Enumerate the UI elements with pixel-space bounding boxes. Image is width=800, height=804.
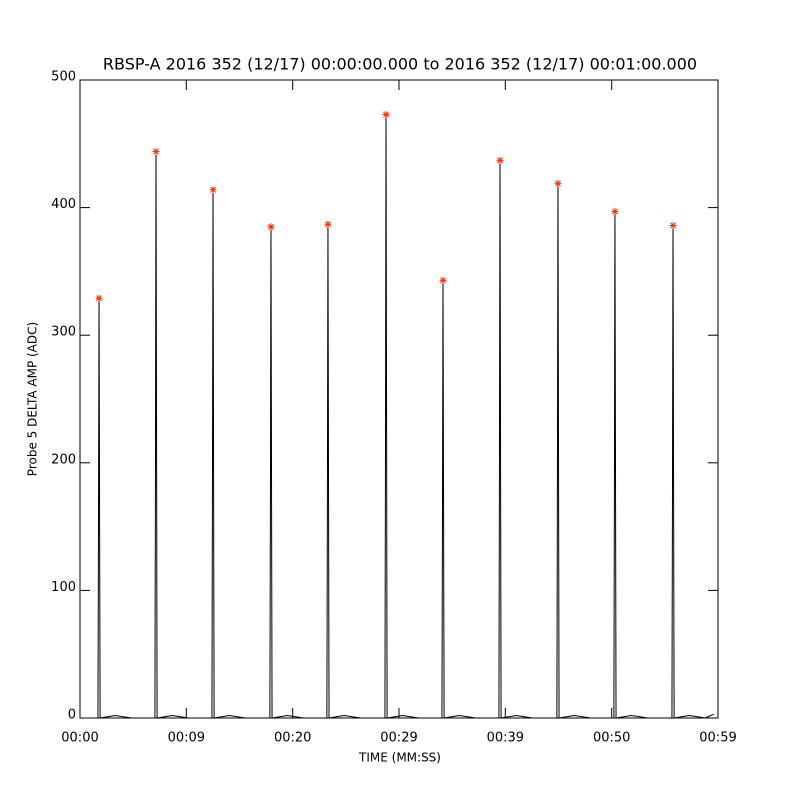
- peak-marker: [382, 110, 390, 118]
- x-tick-label: 00:39: [487, 731, 524, 746]
- data-line: [80, 114, 714, 719]
- y-tick-label: 400: [51, 197, 76, 212]
- y-tick-label: 100: [51, 580, 76, 595]
- x-tick-label: 00:59: [699, 731, 736, 746]
- peak-marker: [496, 156, 504, 164]
- peak-marker: [554, 179, 562, 187]
- peak-marker: [669, 221, 677, 229]
- x-tick-label: 00:00: [61, 731, 98, 746]
- x-tick-label: 00:20: [274, 731, 311, 746]
- y-tick-label: 0: [68, 708, 76, 723]
- y-axis-label: Probe 5 DELTA AMP (ADC): [26, 322, 40, 476]
- y-tick-label: 300: [51, 325, 76, 340]
- peak-marker: [95, 294, 103, 302]
- x-axis-label: TIME (MM:SS): [358, 751, 441, 765]
- y-tick-label: 200: [51, 452, 76, 467]
- x-tick-label: 00:50: [593, 731, 630, 746]
- y-tick-label: 500: [51, 70, 76, 85]
- chart-title: RBSP-A 2016 352 (12/17) 00:00:00.000 to …: [103, 55, 697, 74]
- peak-marker: [152, 147, 160, 155]
- peak-marker: [324, 220, 332, 228]
- peak-marker: [267, 223, 275, 231]
- x-tick-label: 00:09: [168, 731, 205, 746]
- peak-marker: [209, 186, 217, 194]
- peak-marker: [439, 276, 447, 284]
- peak-marker: [611, 207, 619, 215]
- x-tick-label: 00:29: [380, 731, 417, 746]
